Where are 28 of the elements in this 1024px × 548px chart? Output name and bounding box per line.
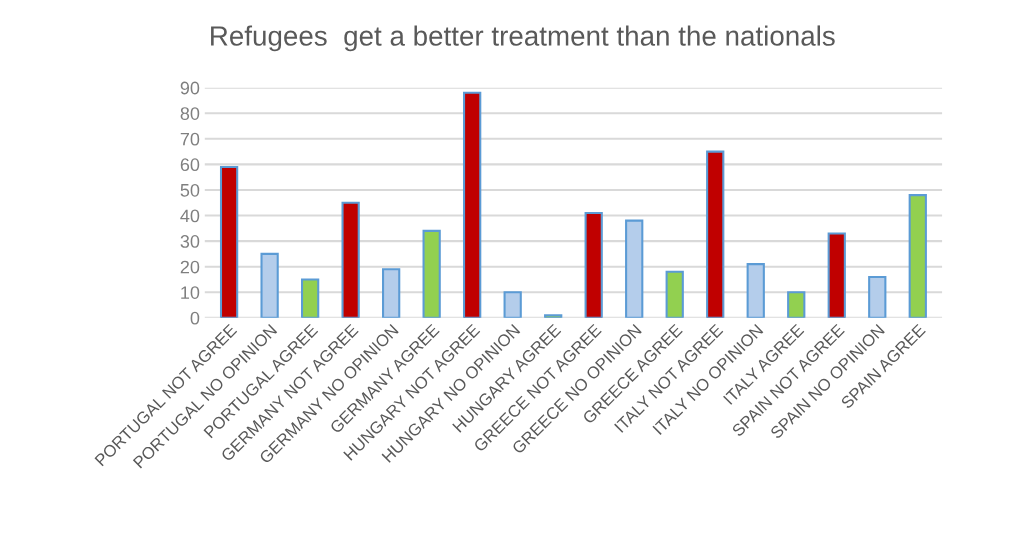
bar [706, 150, 725, 318]
y-tick-label: 30 [180, 235, 200, 248]
bar [463, 91, 482, 318]
y-tick-label: 50 [180, 183, 200, 197]
bar [787, 291, 806, 318]
bar [422, 229, 441, 318]
bar [827, 232, 846, 318]
y-tick-label: 70 [180, 132, 200, 146]
bar [868, 275, 887, 318]
bar [382, 268, 401, 318]
bar [625, 219, 644, 318]
y-tick-label: 0 [190, 311, 200, 325]
bar [908, 194, 927, 318]
bar [584, 211, 603, 318]
bar [300, 278, 320, 318]
y-tick-label: 40 [180, 209, 200, 223]
chart-title: Refugees get a better treatment than the nationals [211, 25, 835, 52]
y-tick-label: 80 [180, 107, 200, 120]
bar [341, 201, 360, 318]
y-tick-label: 60 [180, 158, 200, 172]
bar [219, 165, 239, 318]
bar [746, 263, 765, 318]
bar [665, 270, 684, 318]
y-tick-label: 90 [180, 81, 200, 95]
bar [503, 291, 522, 318]
y-tick-label: 10 [181, 286, 200, 299]
y-tick-label: 20 [180, 260, 200, 274]
bar [260, 252, 279, 318]
